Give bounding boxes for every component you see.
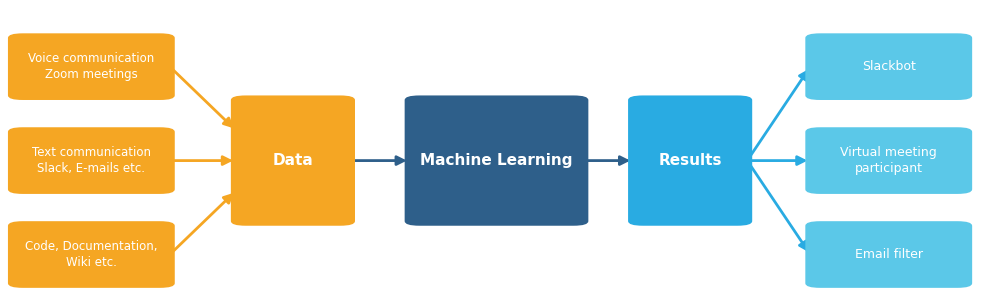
Text: Voice communication
Zoom meetings: Voice communication Zoom meetings: [28, 52, 155, 82]
Text: Results: Results: [658, 153, 722, 168]
FancyBboxPatch shape: [805, 127, 972, 194]
Text: Virtual meeting
participant: Virtual meeting participant: [840, 146, 937, 175]
FancyBboxPatch shape: [8, 127, 175, 194]
Text: Machine Learning: Machine Learning: [420, 153, 573, 168]
Text: Slackbot: Slackbot: [862, 60, 916, 73]
Text: Text communication
Slack, E-mails etc.: Text communication Slack, E-mails etc.: [32, 146, 151, 175]
FancyBboxPatch shape: [8, 33, 175, 100]
FancyBboxPatch shape: [405, 95, 588, 226]
FancyBboxPatch shape: [805, 33, 972, 100]
FancyBboxPatch shape: [628, 95, 753, 226]
FancyBboxPatch shape: [8, 221, 175, 288]
FancyBboxPatch shape: [230, 95, 355, 226]
FancyBboxPatch shape: [805, 221, 972, 288]
Text: Data: Data: [272, 153, 314, 168]
Text: Email filter: Email filter: [855, 248, 922, 261]
Text: Code, Documentation,
Wiki etc.: Code, Documentation, Wiki etc.: [25, 240, 158, 269]
